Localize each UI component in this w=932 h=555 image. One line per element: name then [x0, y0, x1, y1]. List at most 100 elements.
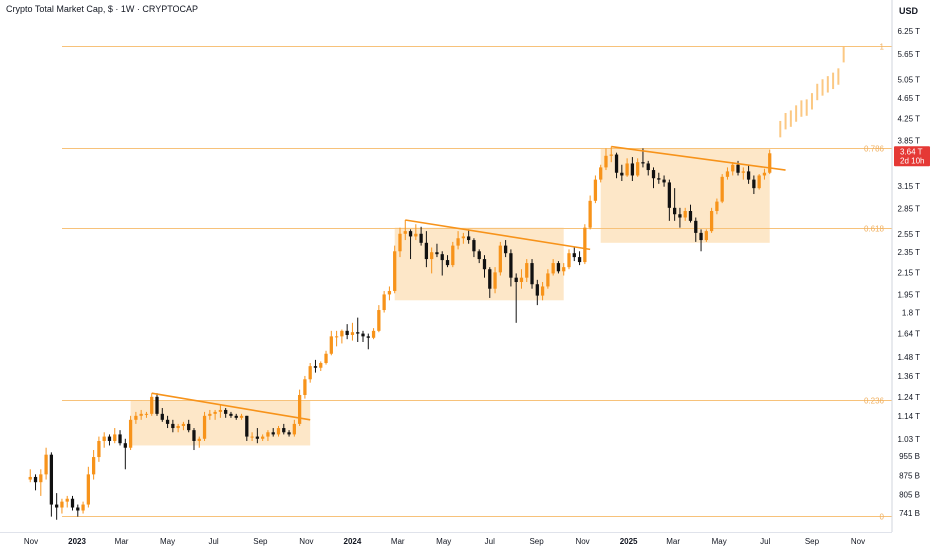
candle-body [667, 182, 671, 208]
candle [514, 273, 518, 323]
x-tick-label: 2025 [620, 537, 638, 546]
candle [229, 411, 233, 418]
candle-body [334, 336, 339, 338]
candle-body [551, 263, 555, 274]
time-axis[interactable]: Nov 2023 Mar May Jul Sep Nov 2024 Mar May Jul Sep No… [24, 537, 865, 546]
y-tick-label: 955 B [899, 452, 920, 461]
candle [588, 195, 592, 230]
candle-body [208, 413, 212, 416]
candle [445, 255, 450, 268]
y-tick-label: 5.05 T [897, 75, 920, 84]
candle-body [239, 415, 244, 418]
candle [70, 495, 75, 511]
candle [192, 428, 196, 451]
candle-body [276, 428, 281, 435]
y-tick-label: 4.25 T [897, 114, 920, 123]
candle [128, 415, 133, 451]
candle [271, 428, 275, 437]
x-tick-label: Jul [208, 537, 218, 546]
trendline-0 [151, 392, 311, 421]
candle [493, 267, 497, 294]
candle-body [525, 263, 529, 278]
candle [60, 498, 64, 514]
x-tick-label: Mar [115, 537, 129, 546]
candle [725, 167, 730, 180]
candle [345, 324, 349, 340]
candle-body [599, 167, 603, 180]
candle [313, 359, 318, 373]
x-tick-label: May [712, 537, 727, 546]
y-tick-label: 5.65 T [897, 50, 920, 59]
candle-body [572, 253, 576, 258]
candle-body [350, 332, 355, 335]
candle [567, 249, 571, 270]
consolidation-zones [130, 148, 770, 446]
y-tick-label: 3.15 T [897, 182, 920, 191]
candle-body [625, 163, 629, 176]
candle [694, 217, 698, 242]
candle [419, 226, 423, 246]
candle [519, 269, 524, 289]
price-axis[interactable]: 6.25 T 5.65 T 5.05 T 4.65 T 4.25 T 3.85 T 3.15… [897, 27, 920, 518]
candle-body [155, 396, 159, 414]
candle [377, 305, 381, 333]
candle-body [345, 330, 349, 335]
candle-body [60, 501, 64, 508]
candle-body [171, 423, 175, 429]
candle-body [366, 336, 370, 338]
x-tick-label: Nov [851, 537, 865, 546]
candle-body [213, 411, 217, 414]
candle-body [752, 179, 756, 189]
candle [65, 495, 69, 508]
candle-body [192, 430, 196, 441]
candle-body [393, 251, 397, 291]
candle [546, 269, 550, 289]
candle [424, 231, 429, 268]
candle [556, 261, 561, 274]
candle-body [424, 242, 429, 260]
candle-body [371, 330, 376, 338]
candle-body [102, 436, 106, 441]
candle-body [741, 171, 745, 173]
candle [155, 393, 159, 416]
candle-body [292, 423, 296, 435]
candle [583, 224, 587, 265]
candle [572, 247, 576, 262]
candle-body [319, 362, 323, 368]
candle-body [398, 233, 402, 252]
candle [213, 409, 217, 420]
candle-body [636, 162, 640, 176]
candle-body [261, 436, 265, 439]
candle-body [181, 423, 186, 426]
candle [245, 415, 249, 441]
candle [720, 174, 724, 204]
candle-body [33, 476, 38, 483]
price-badge-bg [894, 146, 930, 167]
candle-body [28, 476, 32, 480]
candle [239, 413, 244, 420]
candle-body [567, 253, 571, 268]
y-tick-label: 1.14 T [897, 412, 920, 421]
candle [197, 436, 201, 448]
candle-body [234, 415, 238, 418]
zone-1 [394, 227, 564, 301]
candle-body [139, 413, 143, 416]
candle [440, 251, 444, 276]
candle [530, 259, 534, 289]
currency-label[interactable]: USD [898, 6, 918, 16]
candle-body [461, 236, 466, 239]
candle-body [308, 366, 312, 380]
candle [741, 167, 745, 180]
fib-levels: 1 0.786 0.618 0.236 0 [62, 43, 892, 522]
candle-body [49, 454, 54, 505]
candle [551, 259, 555, 276]
candle [123, 438, 127, 470]
candle [361, 330, 365, 343]
y-tick-label: 1.64 T [897, 330, 920, 339]
candle-body [97, 440, 101, 458]
y-tick-label: 1.03 T [897, 435, 920, 444]
candle-body [540, 286, 545, 296]
candle [577, 251, 582, 266]
